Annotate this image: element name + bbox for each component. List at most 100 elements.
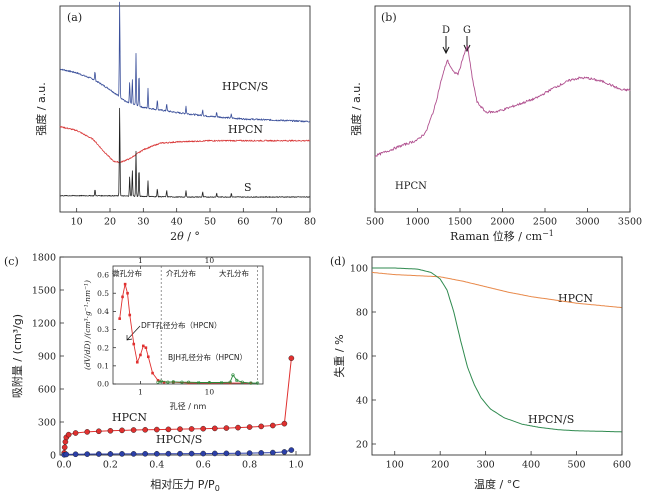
y-tick-label: 0.3	[97, 325, 109, 334]
bjh-point	[171, 380, 175, 384]
x-axis-label-main: Raman 位移 / cm	[450, 229, 543, 243]
y-tick-label: 100	[350, 263, 368, 274]
tga-line-hpcn	[371, 271, 622, 309]
bjh-point	[166, 380, 170, 384]
x-axis-label: Raman 位移 / cm−1	[450, 229, 554, 243]
x-tick-label: 300	[477, 460, 495, 471]
bet-point-hpcn-s	[130, 451, 137, 457]
panel-label: (b)	[381, 11, 397, 24]
dft-point	[135, 360, 139, 364]
x-tick-label: 40	[171, 217, 183, 228]
bjh-point	[231, 373, 235, 377]
x-tick-label: 30	[137, 217, 149, 228]
bjh-point	[187, 380, 191, 384]
dft-point	[118, 317, 121, 320]
x-tick-label: 70	[271, 217, 283, 228]
bet-point-hpcn-s	[119, 451, 125, 457]
x-tick-label: 2000	[490, 217, 514, 228]
curve-label-hpcn: HPCN	[112, 411, 147, 424]
bjh-point	[219, 380, 224, 385]
panel-a-xrd: (a) HPCN/S HPCN S 强度 / a.u. 2θ / ° 10 20 3…	[34, 1, 316, 243]
bet-point-hpcn	[246, 424, 253, 430]
bjh-point	[180, 380, 184, 384]
bjh-point	[255, 381, 260, 385]
region-label-micro: 微孔分布	[112, 268, 142, 278]
bet-line-hpcn-s	[64, 449, 292, 456]
x-axis-label: 温度 / °C	[474, 477, 520, 491]
bet-point-hpcn-s	[246, 450, 253, 456]
x-tick-label: 60	[237, 217, 249, 228]
dft-point	[144, 346, 148, 349]
dft-point	[151, 371, 154, 375]
x-tick-label: 50	[204, 217, 216, 228]
x-tick-label: 400	[522, 460, 540, 471]
y-tick-label: 300	[38, 417, 56, 428]
bet-point-hpcn	[258, 423, 265, 430]
inset-top-tick-label: 1	[138, 256, 143, 265]
x-tick-label: 2500	[533, 217, 557, 228]
x-tick-label: 1500	[448, 217, 472, 228]
y-tick-label: 1200	[32, 318, 56, 329]
dft-point	[187, 381, 190, 385]
y-axis-label: 失重 / %	[332, 334, 346, 377]
bet-point-hpcn-s	[165, 450, 172, 457]
bjh-point	[240, 380, 244, 384]
bjh-point	[249, 381, 253, 385]
bet-point-hpcn	[200, 425, 206, 432]
peak-arrow-d	[442, 36, 450, 55]
dft-point	[126, 291, 129, 295]
region-label-meso: 介孔分布	[166, 268, 196, 278]
bet-point-hpcn	[107, 427, 114, 434]
xrd-line-hpcn	[59, 125, 311, 164]
curve-label-hpcn-s: HPCN/S	[156, 433, 202, 446]
panel-label: (a)	[67, 11, 82, 24]
dft-point	[146, 355, 150, 359]
bjh-point	[159, 379, 163, 383]
panel-b-raman: (b) D G HPCN 强度 / a.u. Raman 位移 / cm−1 5…	[349, 5, 642, 243]
panel-label: (c)	[4, 255, 19, 268]
bet-point-hpcn	[211, 425, 218, 432]
dft-point	[141, 344, 145, 348]
y-tick-label: 0.0	[97, 380, 109, 389]
x-axis-label-main: 2	[170, 230, 177, 243]
bjh-point	[197, 380, 201, 385]
bet-point-hpcn-s	[177, 450, 183, 457]
bjh-point	[156, 380, 160, 384]
bet-point-hpcn-s	[142, 450, 148, 457]
x-tick-label: 1	[138, 388, 143, 397]
curve-label-s: S	[244, 181, 252, 194]
panel-label: (d)	[330, 255, 346, 268]
dft-point	[208, 381, 211, 385]
inset-frame	[112, 265, 264, 385]
y-tick-label: 0	[50, 450, 56, 461]
bet-point-hpcn-s	[288, 447, 295, 453]
y-axis-label: 吸附量 / (cm³/g)	[10, 314, 24, 398]
x-tick-label: 500	[567, 460, 585, 471]
x-tick-label: 3000	[575, 217, 599, 228]
bet-point-hpcn-s	[84, 451, 90, 457]
x-tick-label: 1.0	[288, 460, 303, 471]
x-tick-label: 500	[366, 217, 384, 228]
bjh-label: BJH孔径分布（HPCN）	[168, 352, 247, 362]
y-tick-label: 40	[356, 395, 368, 406]
dft-point	[132, 342, 136, 346]
bet-point-hpcn-s	[281, 449, 288, 455]
region-label-macro: 大孔分布	[219, 268, 249, 278]
y-tick-label: 0.1	[97, 361, 109, 370]
bet-point-hpcn-s	[188, 450, 195, 457]
bet-point-hpcn-s	[235, 450, 241, 457]
bet-point-hpcn	[119, 427, 125, 434]
series-label: HPCN	[395, 181, 427, 192]
x-tick-label: 3500	[618, 217, 642, 228]
x-tick-label: 600	[613, 460, 631, 471]
x-axis-label-sup: −1	[542, 229, 554, 238]
dft-label-arrow	[126, 325, 141, 341]
y-tick-label: 60	[356, 351, 368, 362]
dft-point	[162, 380, 166, 384]
bet-point-hpcn	[165, 426, 172, 433]
y-tick-label: 900	[38, 351, 56, 362]
inset-y-axis-label: (dV/dD) /(cm³·g⁻¹·nm⁻¹)	[83, 280, 92, 370]
panel-d-tga: (d) HPCN HPCN/S 失重 / % 温度 / °C 100 200 300…	[330, 255, 631, 491]
y-tick-label: 0.2	[97, 343, 109, 352]
